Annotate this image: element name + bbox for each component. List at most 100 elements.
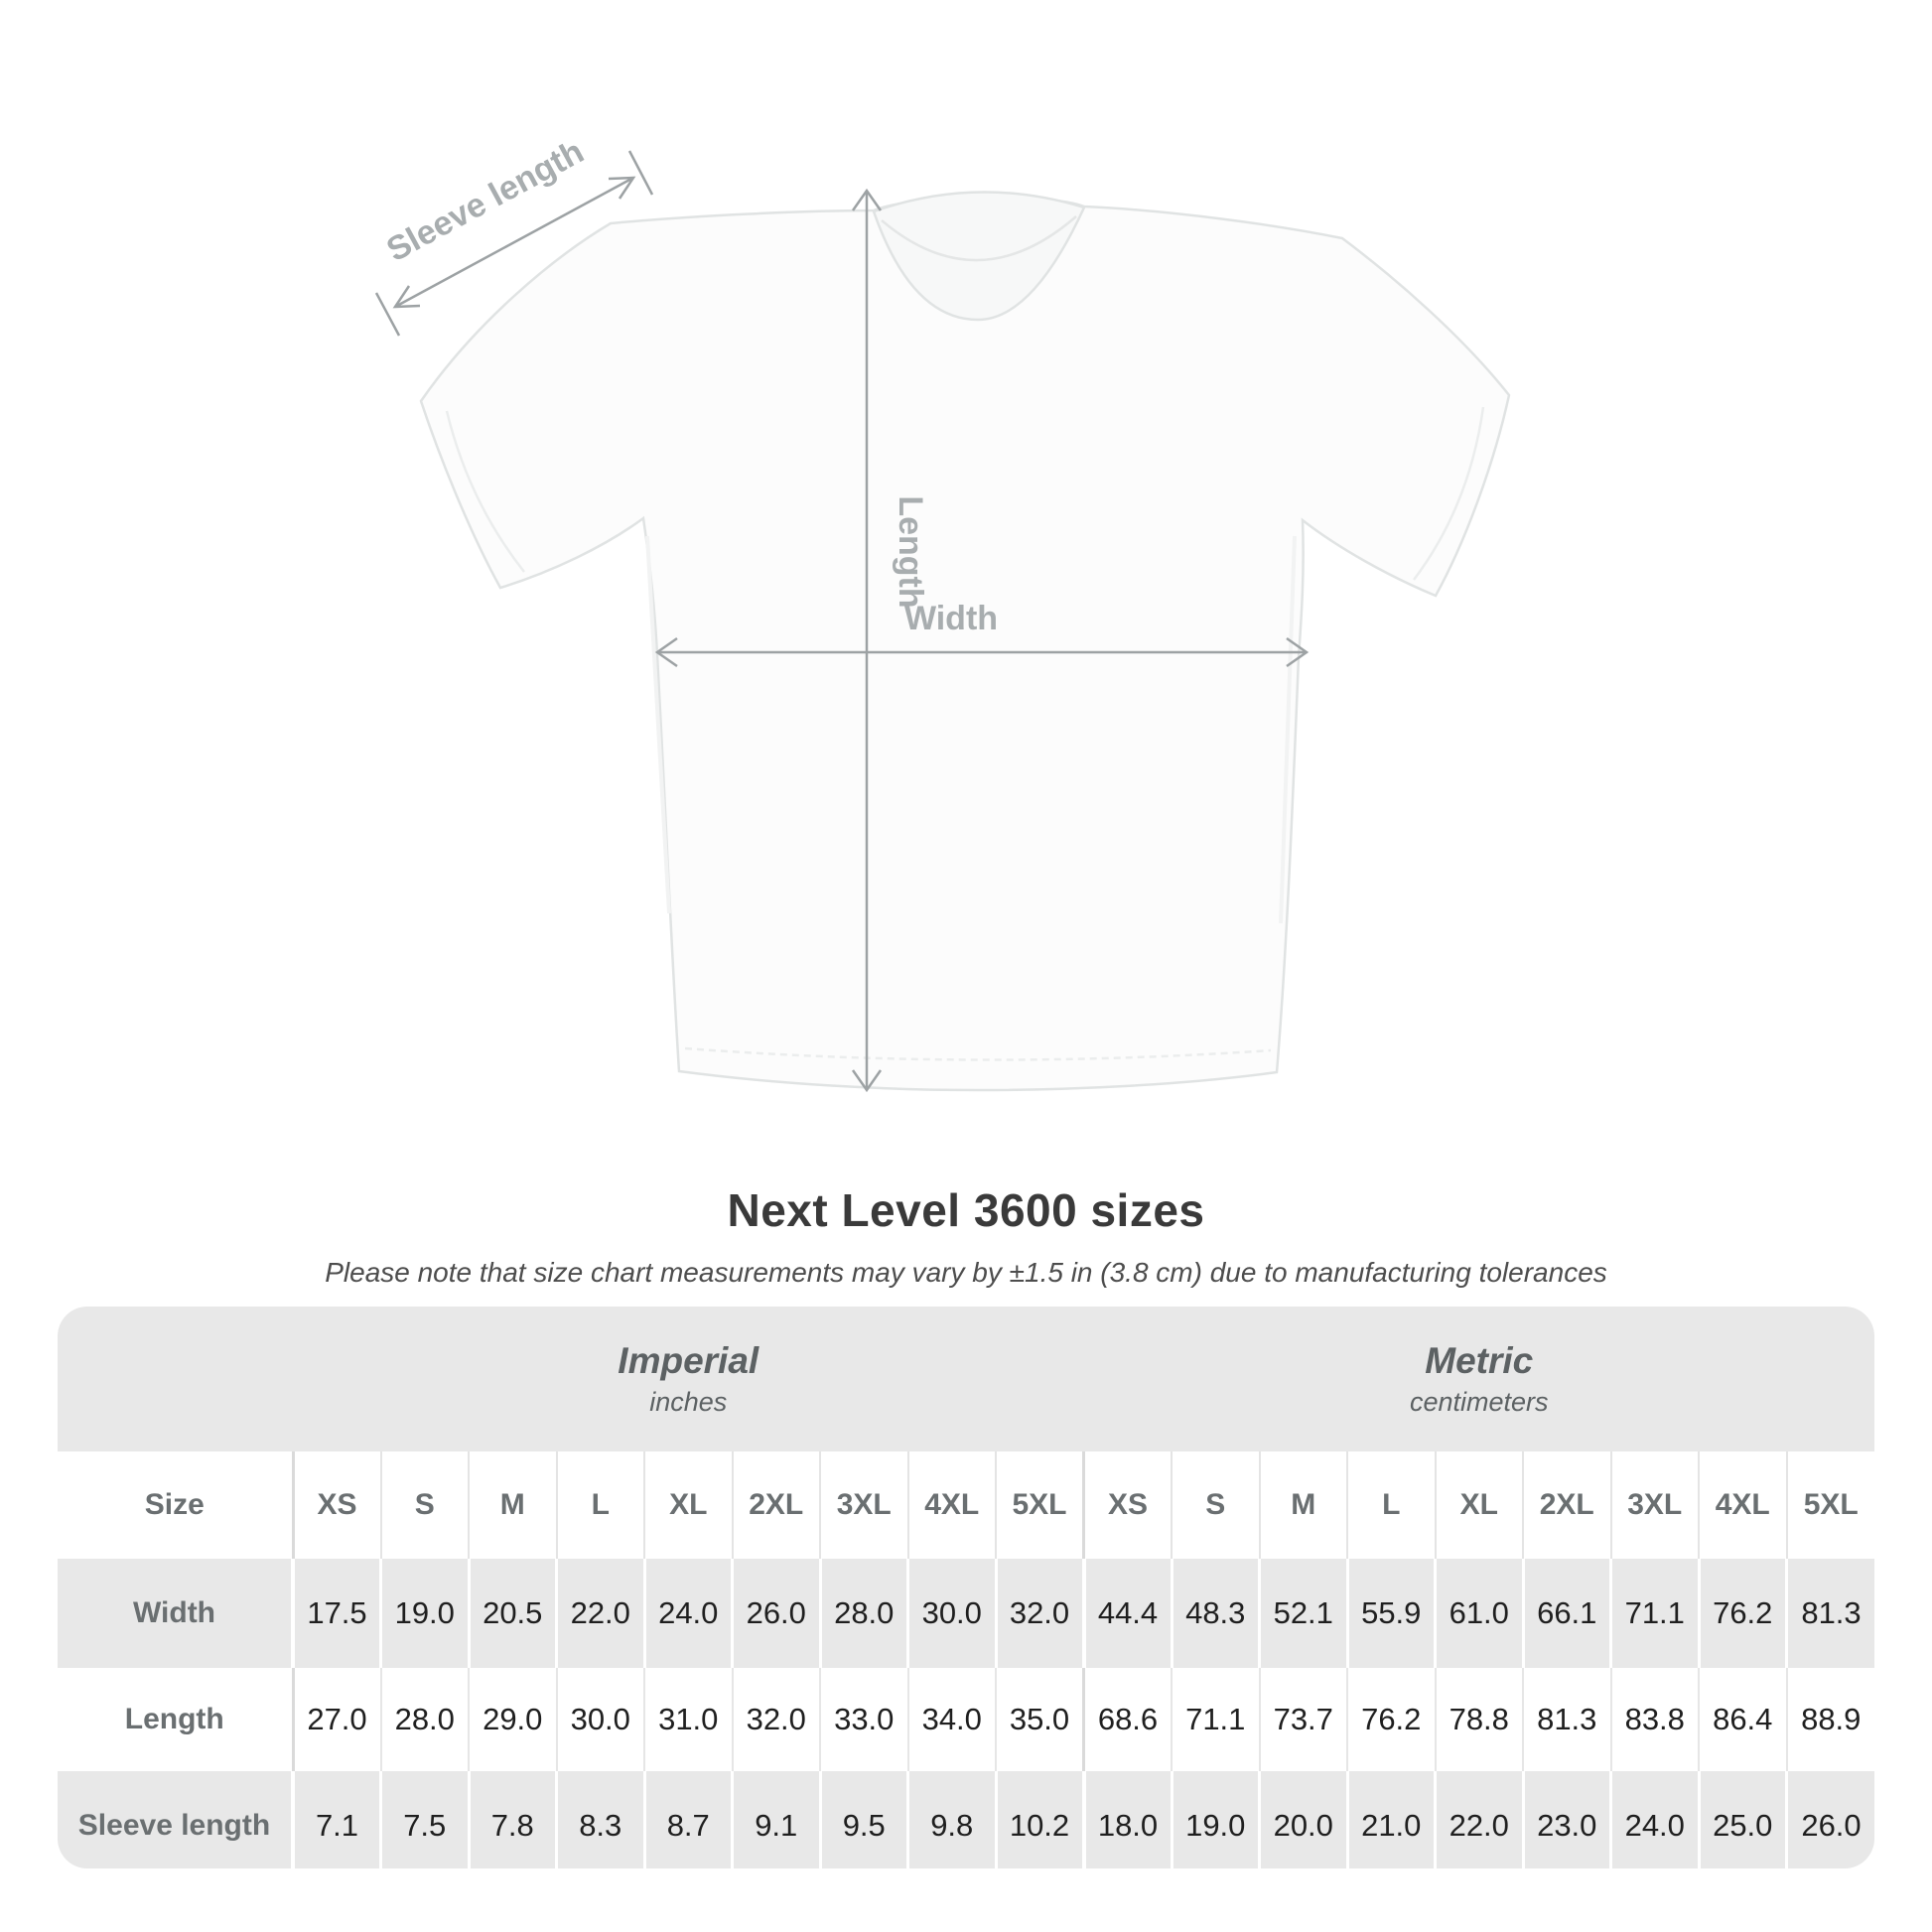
length-arrowhead-top <box>851 188 883 211</box>
unit-header-row: Imperial inches Metric centimeters <box>58 1307 1874 1451</box>
imperial-header-title: Imperial <box>618 1340 759 1382</box>
right-sleeve-seam <box>1413 406 1485 581</box>
sleeve-value: 23.0 <box>1521 1771 1611 1868</box>
imperial-header-unit: inches <box>649 1386 728 1417</box>
sleeve-value: 8.3 <box>555 1771 644 1868</box>
length-value: 32.0 <box>731 1668 820 1771</box>
width-value: 52.1 <box>1258 1559 1347 1668</box>
length-value: 73.7 <box>1258 1668 1347 1771</box>
sleeve-row-label: Sleeve length <box>58 1771 293 1868</box>
size-col-header: M <box>468 1451 557 1559</box>
sleeve-value: 7.5 <box>379 1771 469 1868</box>
size-col-header: 3XL <box>819 1451 908 1559</box>
imperial-header: Imperial inches <box>293 1307 1084 1451</box>
size-col-header: M <box>1258 1451 1347 1559</box>
width-row-label: Width <box>58 1559 293 1668</box>
tshirt-measurement-diagram: Width Length Sleeve length <box>374 132 1511 1093</box>
length-value: 29.0 <box>468 1668 557 1771</box>
hem-seam <box>684 1046 1272 1061</box>
sleeve-tick-top <box>627 150 654 196</box>
sleeve-value: 9.1 <box>731 1771 820 1868</box>
width-value: 71.1 <box>1609 1559 1699 1668</box>
length-value: 76.2 <box>1346 1668 1436 1771</box>
width-arrowhead-right <box>1286 636 1310 668</box>
sleeve-value: 24.0 <box>1609 1771 1699 1868</box>
sleeve-value: 21.0 <box>1345 1771 1436 1868</box>
size-col-header: S <box>1171 1451 1260 1559</box>
sleeve-arrowhead-top <box>608 176 636 200</box>
collar-rib-line <box>881 215 1077 262</box>
unit-header-spacer <box>58 1307 293 1451</box>
width-value: 55.9 <box>1345 1559 1436 1668</box>
width-value: 20.5 <box>467 1559 557 1668</box>
sleeve-value: 9.5 <box>818 1771 908 1868</box>
sleeve-arrowhead-bottom <box>392 285 421 309</box>
length-value: 33.0 <box>819 1668 908 1771</box>
sleeve-value: 8.7 <box>642 1771 733 1868</box>
sleeve-value: 7.8 <box>467 1771 557 1868</box>
size-col-header: XS <box>1082 1451 1172 1559</box>
left-sleeve-seam <box>445 410 525 573</box>
width-value: 17.5 <box>291 1559 381 1668</box>
width-value: 28.0 <box>818 1559 908 1668</box>
metric-header: Metric centimeters <box>1083 1307 1874 1451</box>
sleeve-value: 7.1 <box>291 1771 381 1868</box>
width-value: 76.2 <box>1697 1559 1787 1668</box>
measurement-arrows <box>374 150 1310 1093</box>
size-table: Imperial inches Metric centimeters Size … <box>58 1307 1874 1868</box>
crease-right <box>1279 535 1297 924</box>
length-value: 35.0 <box>995 1668 1084 1771</box>
width-value: 81.3 <box>1785 1559 1874 1668</box>
size-row-label: Size <box>58 1451 293 1559</box>
length-value: 88.9 <box>1785 1668 1874 1771</box>
size-col-header: L <box>1346 1451 1436 1559</box>
sleeve-value: 26.0 <box>1785 1771 1874 1868</box>
length-row: Length 27.0 28.0 29.0 30.0 31.0 32.0 33.… <box>58 1668 1874 1771</box>
width-row: Width 17.5 19.0 20.5 22.0 24.0 26.0 28.0… <box>58 1559 1874 1668</box>
size-col-header: XS <box>291 1451 381 1559</box>
width-arrowhead-left <box>654 636 678 668</box>
size-table-panel: Imperial inches Metric centimeters Size … <box>58 1307 1874 1868</box>
page-title: Next Level 3600 sizes <box>727 1184 1205 1236</box>
length-arrowhead-bottom <box>851 1069 883 1093</box>
width-value: 66.1 <box>1521 1559 1611 1668</box>
sleeve-value: 18.0 <box>1081 1771 1172 1868</box>
size-col-header: XL <box>643 1451 733 1559</box>
length-value: 86.4 <box>1698 1668 1787 1771</box>
tshirt-illustration <box>419 191 1511 1092</box>
width-dimension-label: Width <box>904 600 998 637</box>
length-value: 34.0 <box>906 1668 996 1771</box>
length-value: 30.0 <box>555 1668 644 1771</box>
metric-header-unit: centimeters <box>1409 1386 1549 1417</box>
width-value: 48.3 <box>1170 1559 1260 1668</box>
length-value: 68.6 <box>1082 1668 1172 1771</box>
width-value: 32.0 <box>994 1559 1084 1668</box>
length-value: 28.0 <box>379 1668 469 1771</box>
size-col-header: 2XL <box>731 1451 820 1559</box>
sleeve-tick-bottom <box>374 292 401 337</box>
width-value: 22.0 <box>555 1559 644 1668</box>
size-col-header: 4XL <box>1698 1451 1787 1559</box>
crease-left <box>645 535 671 914</box>
width-value: 30.0 <box>906 1559 996 1668</box>
width-value: 44.4 <box>1081 1559 1172 1668</box>
size-header-row: Size XS S M L XL 2XL 3XL 4XL 5XL XS S M … <box>58 1451 1874 1559</box>
length-value: 81.3 <box>1522 1668 1611 1771</box>
length-value: 31.0 <box>643 1668 733 1771</box>
length-value: 83.8 <box>1609 1668 1699 1771</box>
width-value: 19.0 <box>379 1559 469 1668</box>
width-value: 61.0 <box>1434 1559 1523 1668</box>
size-col-header: 2XL <box>1522 1451 1611 1559</box>
sleeve-value: 9.8 <box>906 1771 996 1868</box>
size-col-header: 5XL <box>995 1451 1084 1559</box>
size-col-header: XL <box>1434 1451 1523 1559</box>
size-col-header: 5XL <box>1785 1451 1874 1559</box>
tshirt-body <box>419 196 1511 1092</box>
length-row-label: Length <box>58 1668 293 1771</box>
sleeve-value: 10.2 <box>994 1771 1084 1868</box>
size-col-header: 3XL <box>1609 1451 1699 1559</box>
length-dimension-label: Length <box>892 495 929 608</box>
tolerance-note: Please note that size chart measurements… <box>325 1257 1607 1288</box>
sleeve-value: 22.0 <box>1434 1771 1523 1868</box>
